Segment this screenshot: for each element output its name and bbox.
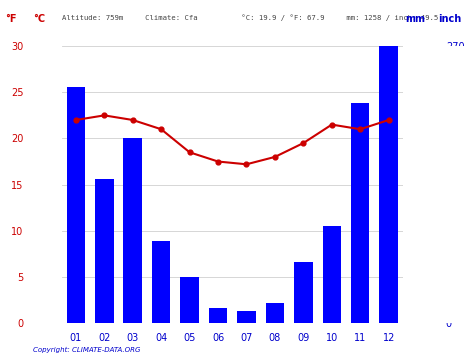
Point <box>100 113 108 118</box>
Point <box>72 117 80 123</box>
Point <box>328 122 336 127</box>
Text: mm: mm <box>405 14 425 24</box>
Text: inch: inch <box>438 14 462 24</box>
Text: °C: °C <box>33 14 46 24</box>
Point <box>385 117 392 123</box>
Bar <box>265 302 284 323</box>
Bar <box>379 46 398 323</box>
Text: Copyright: CLIMATE-DATA.ORG: Copyright: CLIMATE-DATA.ORG <box>33 347 141 353</box>
Bar <box>66 87 85 323</box>
Point <box>243 162 250 167</box>
Text: °F: °F <box>5 14 16 24</box>
Bar <box>209 308 228 323</box>
Bar <box>294 262 312 323</box>
Point <box>186 149 193 155</box>
Bar <box>322 226 341 323</box>
Point <box>356 126 364 132</box>
Text: Altitude: 759m     Climate: Cfa          °C: 19.9 / °F: 67.9     mm: 1258 / inch: Altitude: 759m Climate: Cfa °C: 19.9 / °… <box>62 14 438 21</box>
Point <box>214 159 222 164</box>
Bar <box>95 180 114 323</box>
Bar <box>351 103 369 323</box>
Point <box>157 126 165 132</box>
Bar <box>237 311 256 323</box>
Point <box>129 117 137 123</box>
Bar <box>180 277 199 323</box>
Point <box>300 140 307 146</box>
Bar <box>152 241 170 323</box>
Point <box>271 154 279 160</box>
Bar <box>123 138 142 323</box>
